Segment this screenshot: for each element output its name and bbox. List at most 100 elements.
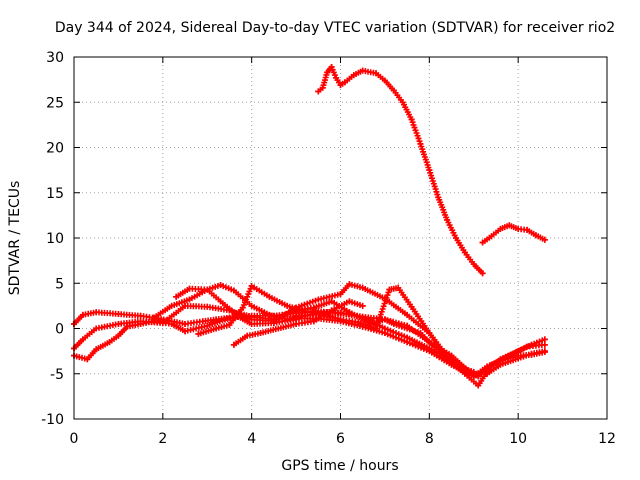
data-point xyxy=(310,318,317,325)
data-point xyxy=(470,261,477,268)
data-point xyxy=(408,303,415,310)
data-point xyxy=(284,302,291,309)
data-point xyxy=(341,79,348,86)
data-point xyxy=(497,225,504,232)
x-axis-label: GPS time / hours xyxy=(281,458,398,474)
data-point xyxy=(426,345,433,352)
data-point xyxy=(381,77,388,84)
data-point xyxy=(497,361,504,368)
data-series xyxy=(71,63,548,389)
x-tick-label: 4 xyxy=(247,431,256,447)
data-point xyxy=(248,320,255,327)
data-point xyxy=(346,281,353,288)
series-arc-b xyxy=(71,281,548,380)
x-tick-label: 0 xyxy=(70,431,79,447)
data-point xyxy=(404,334,411,341)
data-point xyxy=(541,236,548,243)
data-point xyxy=(257,330,264,337)
data-point xyxy=(124,323,131,330)
data-point xyxy=(337,316,344,323)
data-point xyxy=(479,270,486,277)
data-point xyxy=(173,293,180,300)
data-point xyxy=(328,307,335,314)
data-point xyxy=(426,330,433,337)
data-point xyxy=(373,70,380,77)
series-arc-high xyxy=(315,63,486,277)
data-point xyxy=(381,316,388,323)
series-arc-g xyxy=(230,298,366,348)
data-point xyxy=(284,316,291,323)
data-point xyxy=(226,321,233,328)
data-point xyxy=(315,296,322,303)
y-tick-label: 5 xyxy=(55,276,64,292)
data-point xyxy=(84,356,91,363)
data-point xyxy=(115,320,122,327)
data-point xyxy=(515,225,522,232)
data-point xyxy=(79,311,86,318)
data-point xyxy=(217,298,224,305)
data-point xyxy=(515,355,522,362)
y-tick-label: 15 xyxy=(46,186,64,202)
data-point xyxy=(333,74,340,81)
data-point xyxy=(239,304,246,311)
data-point xyxy=(417,140,424,147)
data-point xyxy=(301,308,308,315)
data-point xyxy=(319,84,326,91)
data-point xyxy=(270,316,277,323)
data-point xyxy=(293,320,300,327)
data-point xyxy=(479,239,486,246)
data-point xyxy=(541,348,548,355)
data-point xyxy=(106,339,113,346)
y-tick-label: 20 xyxy=(46,141,64,157)
series-markers xyxy=(315,64,486,277)
data-point xyxy=(244,332,251,339)
data-point xyxy=(248,302,255,309)
axis-ticks xyxy=(73,56,608,420)
series-markers xyxy=(479,222,548,246)
data-point xyxy=(93,325,100,332)
data-point xyxy=(541,336,548,343)
data-point xyxy=(204,286,211,293)
data-point xyxy=(195,330,202,337)
data-point xyxy=(359,67,366,74)
data-point xyxy=(346,309,353,316)
data-point xyxy=(541,341,548,348)
data-point xyxy=(381,325,388,332)
data-point xyxy=(150,314,157,321)
data-point xyxy=(346,298,353,305)
data-point xyxy=(435,194,442,201)
data-point xyxy=(213,325,220,332)
data-point xyxy=(386,286,393,293)
data-point xyxy=(204,303,211,310)
data-point xyxy=(337,82,344,89)
grid-lines xyxy=(74,57,607,419)
data-point xyxy=(355,319,362,326)
data-point xyxy=(359,302,366,309)
data-point xyxy=(461,249,468,256)
data-point xyxy=(222,316,229,323)
y-axis-label: SDTVAR / TECUs xyxy=(7,181,23,296)
data-point xyxy=(275,325,282,332)
series-arc-c xyxy=(71,313,548,380)
data-point xyxy=(217,282,224,289)
y-tick-label: 30 xyxy=(46,50,64,66)
y-tick-label: 10 xyxy=(46,231,64,247)
data-point xyxy=(452,235,459,241)
data-point xyxy=(186,285,193,292)
data-point xyxy=(115,332,122,339)
data-point xyxy=(182,320,189,327)
x-tick-label: 10 xyxy=(509,431,527,447)
data-point xyxy=(168,302,175,309)
data-point xyxy=(524,226,531,233)
data-point xyxy=(337,291,344,298)
data-point xyxy=(328,63,335,70)
data-point xyxy=(137,320,144,327)
data-point xyxy=(93,346,100,353)
data-point xyxy=(230,341,237,348)
data-point xyxy=(186,296,193,303)
data-point xyxy=(444,216,451,223)
x-tick-label: 12 xyxy=(598,431,616,447)
data-point xyxy=(426,167,433,174)
data-point xyxy=(439,348,446,355)
